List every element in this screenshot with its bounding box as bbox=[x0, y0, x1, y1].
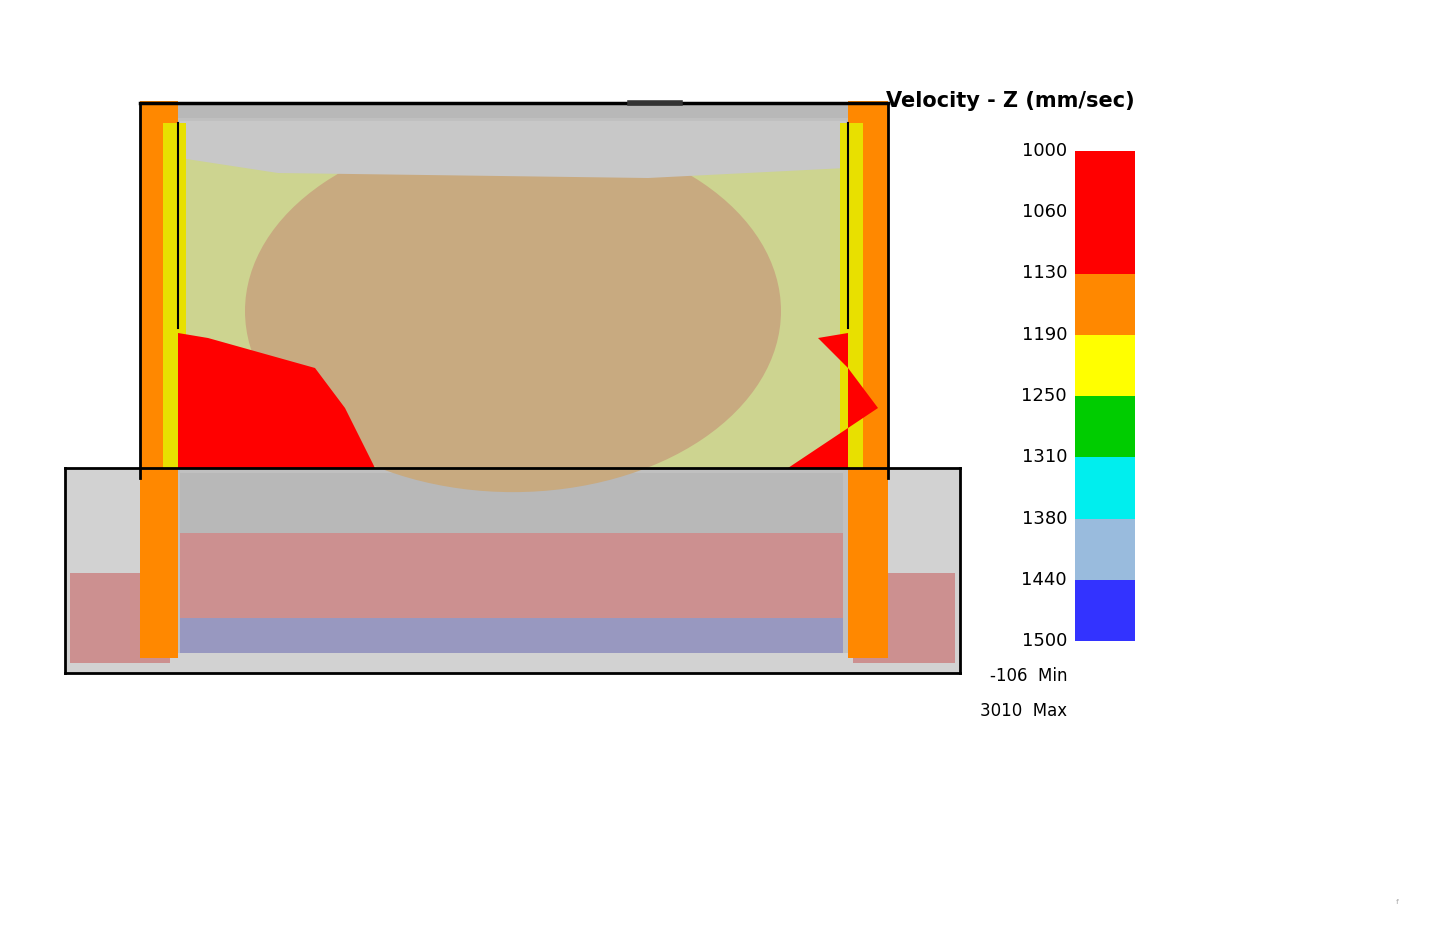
Polygon shape bbox=[179, 473, 842, 533]
Text: 1310: 1310 bbox=[1022, 448, 1068, 466]
Bar bbox=[1075, 519, 1135, 580]
Bar bbox=[1075, 151, 1135, 212]
Text: -106  Min: -106 Min bbox=[990, 667, 1068, 685]
Bar bbox=[1075, 580, 1135, 641]
Polygon shape bbox=[178, 123, 848, 468]
Bar bbox=[1075, 212, 1135, 274]
Text: 1130: 1130 bbox=[1022, 264, 1068, 282]
Text: 3010  Max: 3010 Max bbox=[980, 702, 1068, 720]
Text: ᶠ: ᶠ bbox=[1396, 898, 1401, 911]
Text: 1000: 1000 bbox=[1022, 142, 1068, 160]
Polygon shape bbox=[839, 123, 862, 468]
Polygon shape bbox=[852, 573, 956, 663]
Text: 1060: 1060 bbox=[1022, 203, 1068, 222]
Ellipse shape bbox=[245, 130, 781, 492]
Polygon shape bbox=[788, 333, 878, 468]
Bar bbox=[1075, 457, 1135, 519]
Polygon shape bbox=[178, 118, 848, 133]
Text: 1250: 1250 bbox=[1022, 387, 1068, 405]
Bar bbox=[1075, 335, 1135, 396]
Text: Velocity - Z (mm/sec): Velocity - Z (mm/sec) bbox=[887, 91, 1135, 111]
Text: 1190: 1190 bbox=[1022, 326, 1068, 344]
Text: 1500: 1500 bbox=[1022, 632, 1068, 650]
Polygon shape bbox=[164, 123, 187, 468]
Bar bbox=[1075, 274, 1135, 335]
Polygon shape bbox=[178, 333, 375, 468]
Text: 1380: 1380 bbox=[1022, 509, 1068, 528]
Polygon shape bbox=[848, 468, 888, 658]
Bar bbox=[1075, 396, 1135, 457]
Polygon shape bbox=[179, 121, 847, 178]
Polygon shape bbox=[70, 573, 169, 663]
Polygon shape bbox=[179, 533, 842, 618]
Polygon shape bbox=[141, 103, 888, 123]
Polygon shape bbox=[179, 618, 842, 653]
Text: 1440: 1440 bbox=[1022, 571, 1068, 588]
Polygon shape bbox=[848, 101, 888, 478]
Polygon shape bbox=[65, 468, 960, 673]
Polygon shape bbox=[141, 101, 178, 478]
Polygon shape bbox=[175, 468, 848, 653]
Polygon shape bbox=[141, 468, 178, 658]
